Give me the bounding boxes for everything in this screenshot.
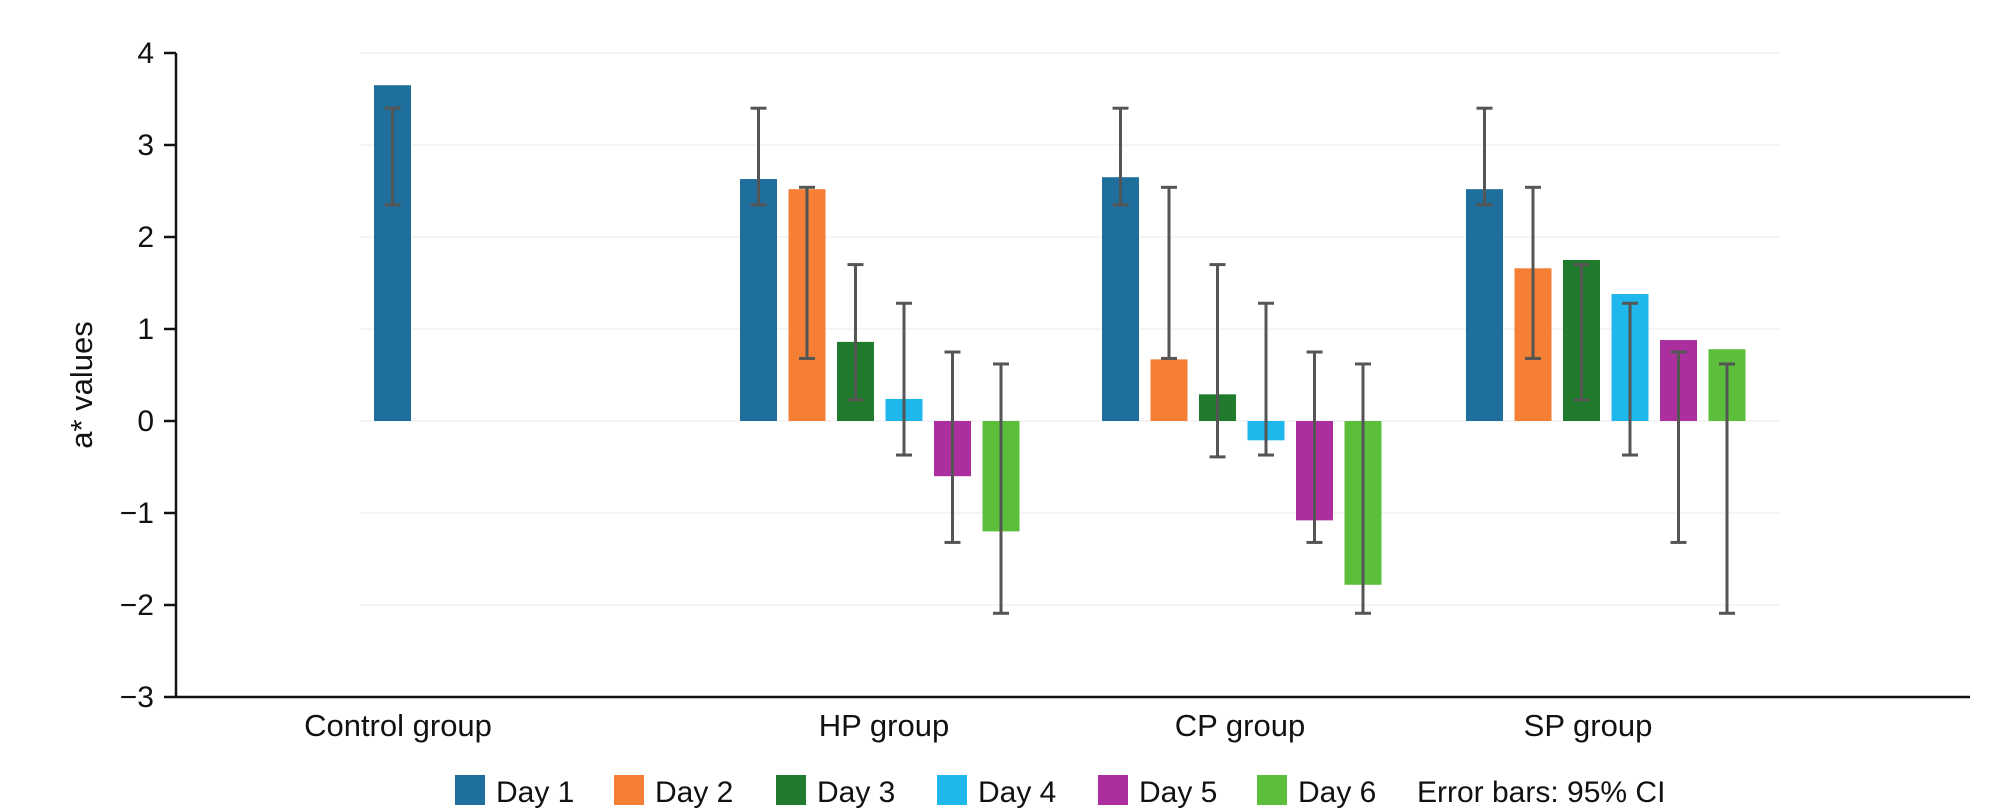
y-ticks: 4 3 2 1 0 −1 −2 −3 — [120, 37, 176, 714]
y-tick-label: 4 — [137, 37, 154, 70]
error-bar — [1719, 362, 1735, 615]
legend-note: Error bars: 95% CI — [1417, 776, 1665, 809]
legend-label: Day 2 — [655, 776, 733, 809]
category-label: CP group — [1175, 708, 1305, 743]
y-axis-title: a* values — [64, 321, 99, 449]
bar-day-1-hp-group — [740, 179, 777, 421]
faint-gridlines — [360, 52, 1780, 606]
y-tick-label: −3 — [120, 681, 154, 714]
legend-swatch — [937, 775, 967, 805]
legend-label: Day 1 — [496, 776, 574, 809]
error-bar — [944, 350, 961, 544]
error-bar — [799, 185, 815, 360]
error-bar — [1525, 185, 1541, 360]
error-bar — [750, 106, 767, 207]
y-tick-label: −2 — [120, 589, 154, 622]
error-bar — [1161, 185, 1177, 360]
error-bar — [1355, 362, 1371, 615]
category-label: Control group — [304, 708, 492, 743]
legend-label: Day 4 — [978, 776, 1056, 809]
error-bar — [1306, 350, 1323, 544]
legend-swatch — [455, 775, 485, 805]
legend-swatch — [614, 775, 644, 805]
bar-day-1-cp-group — [1102, 177, 1139, 421]
error-bars-layer — [384, 106, 1735, 615]
legend-label: Day 3 — [817, 776, 895, 809]
error-bar — [1209, 263, 1226, 459]
y-tick-label: 1 — [137, 313, 154, 346]
y-tick-label: 3 — [137, 129, 154, 162]
error-bar — [1258, 301, 1274, 457]
bar-day-1-sp-group — [1466, 189, 1503, 421]
error-bar — [1670, 350, 1687, 544]
y-tick-label: 2 — [137, 221, 154, 254]
category-label: HP group — [819, 708, 949, 743]
legend: Day 1 Day 2 Day 3 Day 4 Day 5 Day 6 Error bars… — [455, 775, 1665, 809]
error-bar — [1476, 106, 1493, 207]
error-bar — [1573, 263, 1590, 402]
category-label: SP group — [1524, 708, 1653, 743]
legend-swatch — [1257, 775, 1287, 805]
bars-layer — [374, 85, 1746, 585]
x-category-labels: Control group HP group CP group SP group — [304, 708, 1652, 743]
bar-day-2-cp-group — [1150, 359, 1188, 421]
error-bar — [847, 263, 864, 402]
legend-swatch — [1098, 775, 1128, 805]
error-bar — [384, 106, 401, 207]
axes — [174, 53, 1970, 699]
legend-label: Day 5 — [1139, 776, 1217, 809]
error-bar — [1112, 106, 1129, 207]
y-tick-label: −1 — [120, 497, 154, 530]
error-bar — [1622, 301, 1638, 457]
error-bar — [896, 301, 912, 457]
legend-swatch — [776, 775, 806, 805]
error-bar — [993, 362, 1009, 615]
legend-label: Day 6 — [1298, 776, 1376, 809]
y-tick-label: 0 — [137, 405, 154, 438]
